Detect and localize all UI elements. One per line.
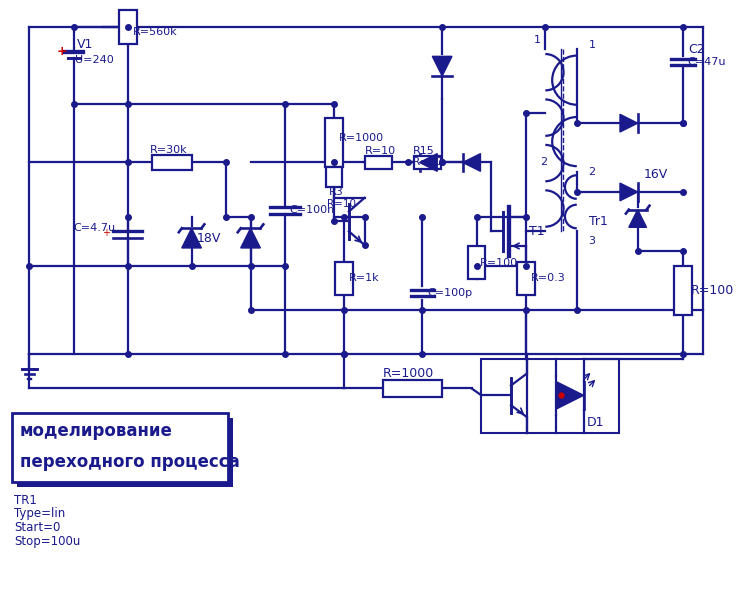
- Text: R=100: R=100: [690, 283, 734, 297]
- Text: 2: 2: [540, 157, 548, 168]
- Polygon shape: [556, 382, 584, 409]
- Bar: [326, 168, 342, 187]
- Text: D1: D1: [587, 416, 604, 429]
- Bar: [468, 246, 485, 279]
- Bar: [365, 156, 392, 169]
- Bar: [12, 413, 228, 482]
- Polygon shape: [629, 210, 647, 227]
- Text: +: +: [56, 45, 67, 58]
- Text: R3: R3: [329, 187, 344, 197]
- Text: Tr1: Tr1: [588, 215, 608, 228]
- Text: R=1k: R=1k: [349, 273, 380, 283]
- Bar: [383, 380, 442, 397]
- Polygon shape: [620, 115, 638, 132]
- Text: U=240: U=240: [75, 55, 113, 65]
- Text: 1: 1: [588, 40, 596, 49]
- Bar: [414, 156, 441, 169]
- Text: Start=0: Start=0: [14, 521, 60, 534]
- Text: R=10: R=10: [365, 146, 396, 156]
- Bar: [17, 418, 233, 487]
- Polygon shape: [240, 229, 260, 248]
- Text: R=560k: R=560k: [132, 27, 178, 37]
- Text: +: +: [102, 228, 110, 238]
- Text: C=100n: C=100n: [290, 204, 335, 215]
- Bar: [119, 10, 137, 44]
- Text: C=4.7u: C=4.7u: [74, 223, 116, 233]
- Text: 1: 1: [534, 34, 540, 45]
- Text: T1: T1: [528, 225, 544, 238]
- Polygon shape: [462, 154, 480, 171]
- Text: 2: 2: [588, 167, 596, 177]
- Text: Type=lin: Type=lin: [14, 507, 65, 520]
- Bar: [325, 118, 343, 168]
- Text: R=0.3: R=0.3: [531, 273, 565, 283]
- Text: 3: 3: [588, 236, 596, 246]
- Bar: [482, 359, 619, 433]
- Text: R=1000: R=1000: [339, 133, 384, 143]
- Bar: [335, 262, 353, 295]
- Text: C=47u: C=47u: [687, 57, 726, 68]
- Text: 16V: 16V: [644, 168, 667, 181]
- Text: R=30k: R=30k: [150, 145, 188, 155]
- Bar: [152, 154, 192, 170]
- Polygon shape: [420, 154, 437, 171]
- Text: V1: V1: [77, 38, 93, 51]
- Text: R15: R15: [413, 146, 434, 156]
- Bar: [517, 262, 534, 295]
- Polygon shape: [182, 229, 201, 248]
- Text: TR1: TR1: [14, 494, 37, 507]
- Text: 18V: 18V: [197, 232, 221, 245]
- Text: R=10: R=10: [327, 199, 356, 209]
- Text: Stop=100u: Stop=100u: [14, 535, 80, 548]
- Polygon shape: [620, 183, 638, 201]
- Polygon shape: [432, 56, 452, 76]
- Text: R=1000: R=1000: [383, 367, 434, 380]
- Text: моделирование: моделирование: [20, 421, 172, 440]
- Text: R=100: R=100: [480, 257, 517, 268]
- Text: C2: C2: [687, 43, 704, 56]
- Text: C=100p: C=100p: [428, 288, 473, 298]
- Text: переходного процесса: переходного процесса: [20, 453, 240, 471]
- Text: R=10: R=10: [413, 157, 442, 168]
- Bar: [674, 266, 692, 315]
